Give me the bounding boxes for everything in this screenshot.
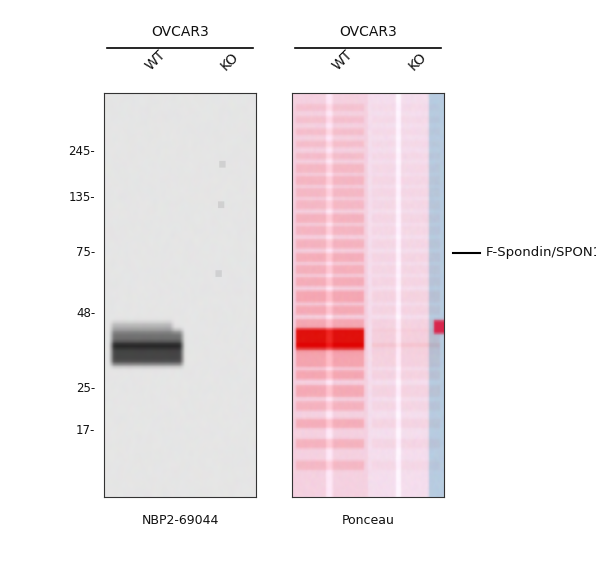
Text: WT: WT (142, 47, 168, 73)
Text: 245-: 245- (69, 145, 95, 158)
Text: WT: WT (330, 47, 356, 73)
Text: KO: KO (218, 49, 242, 73)
Text: 48-: 48- (76, 307, 95, 320)
Text: 17-: 17- (76, 424, 95, 437)
Text: 75-: 75- (76, 246, 95, 259)
Text: 25-: 25- (76, 382, 95, 395)
Text: NBP2-69044: NBP2-69044 (142, 514, 219, 527)
Text: KO: KO (406, 49, 430, 73)
Text: OVCAR3: OVCAR3 (339, 25, 397, 39)
Text: OVCAR3: OVCAR3 (151, 25, 209, 39)
Text: 135-: 135- (69, 192, 95, 205)
Text: Ponceau: Ponceau (342, 514, 395, 527)
Text: F-Spondin/SPON1: F-Spondin/SPON1 (486, 246, 596, 259)
